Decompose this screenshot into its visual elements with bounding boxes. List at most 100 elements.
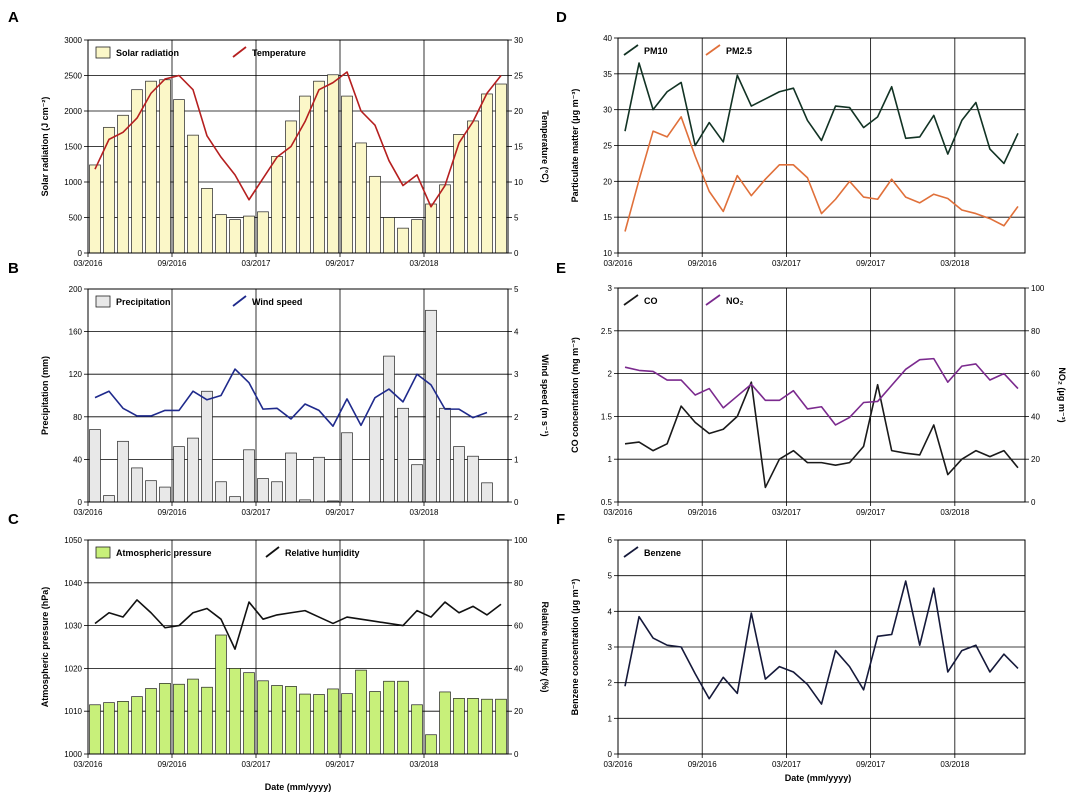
bar — [425, 309, 437, 503]
y-tick-label-right: 100 — [514, 536, 528, 545]
y-tick-label-right: 40 — [514, 664, 523, 673]
bar — [439, 691, 451, 755]
bar — [103, 702, 115, 755]
series-line-co — [624, 381, 1019, 489]
y-tick-label-left: 40 — [603, 34, 612, 43]
y-axis-label-left: CO concentration (mg m⁻³) — [570, 337, 580, 453]
bar — [397, 227, 409, 254]
y-tick-label-left: 1010 — [64, 707, 82, 716]
y-tick-label-left: 1030 — [64, 622, 82, 631]
y-tick-label-left: 80 — [73, 413, 82, 422]
bar — [467, 698, 479, 755]
bar — [243, 449, 255, 503]
legend-swatch-bar — [95, 295, 111, 308]
bar — [383, 355, 395, 503]
y-tick-label-right: 0 — [514, 498, 519, 507]
series-line-benzene — [624, 580, 1019, 705]
bar — [467, 120, 479, 254]
y-tick-label-right: 60 — [1031, 370, 1040, 379]
plot-frame — [617, 287, 1026, 503]
bar — [313, 694, 325, 755]
x-tick-label: 03/2018 — [940, 259, 969, 268]
bar — [257, 211, 269, 254]
bar — [257, 680, 269, 755]
y-axis-label-right: Wind speed (m s⁻¹) — [540, 354, 550, 436]
bar — [341, 95, 353, 254]
y-axis-label-left: Benzene concentration (μg m⁻³) — [570, 579, 580, 716]
y-tick-label-left: 2000 — [64, 107, 82, 116]
y-tick-label-left: 3 — [608, 284, 613, 293]
legend-swatch-bar — [95, 546, 111, 559]
bar — [271, 685, 283, 755]
x-tick-label: 09/2017 — [326, 259, 355, 268]
x-tick-label: 03/2018 — [940, 508, 969, 517]
plot-frame — [617, 37, 1026, 254]
bar — [89, 704, 101, 755]
panel-B-precipitation-wind: B 0 40 80 120 160 200 0 1 2 3 4 5 03/2016 09/2016 03/20… — [8, 260, 550, 517]
y-tick-label-left: 2.5 — [601, 327, 613, 336]
bar — [271, 481, 283, 503]
bar — [453, 698, 465, 755]
bar — [397, 680, 409, 755]
y-tick-label-right: 0 — [1031, 498, 1036, 507]
y-tick-label-left: 1.5 — [601, 412, 613, 421]
y-tick-label-left: 1000 — [64, 178, 82, 187]
y-tick-label-left: 1500 — [64, 143, 82, 152]
plot-frame — [87, 39, 509, 254]
legend-label-line: Temperature — [252, 48, 306, 58]
series-line-temperature — [94, 71, 502, 208]
bar — [495, 83, 507, 254]
bar — [131, 89, 143, 254]
legend-swatch-line — [623, 546, 639, 558]
y-tick-label-right: 60 — [514, 622, 523, 631]
bar — [159, 683, 171, 755]
bar — [201, 188, 213, 254]
y-tick-label-left: 0 — [608, 750, 613, 759]
bar — [411, 464, 423, 503]
series-line-wind-speed — [94, 368, 488, 427]
bar — [411, 704, 423, 755]
panel-letter-B: B — [8, 260, 19, 277]
legend-swatch-bar — [95, 46, 111, 59]
x-tick-label: 03/2018 — [940, 760, 969, 769]
bar — [369, 691, 381, 755]
x-tick-label: 09/2016 — [688, 259, 717, 268]
bar — [173, 99, 185, 254]
y-tick-label-left: 2 — [608, 679, 613, 688]
x-axis-label-left: Date (mm/yyyy) — [265, 782, 332, 792]
bar — [355, 669, 367, 755]
y-tick-label-right: 3 — [514, 370, 519, 379]
y-tick-label-left: 20 — [603, 177, 612, 186]
series-line-no- — [624, 357, 1019, 426]
y-tick-label-left: 0 — [78, 498, 83, 507]
bar — [145, 80, 157, 254]
panel-C-pressure-humidity: C 1000 1010 1020 1030 1040 1050 0 20 40 60 80 100 03/… — [8, 511, 550, 769]
y-axis-label-right: Temperature (°C) — [540, 110, 550, 182]
x-tick-label: 03/2017 — [242, 760, 271, 769]
y-tick-label-right: 100 — [1031, 284, 1045, 293]
bar — [425, 734, 437, 755]
x-tick-label: 09/2016 — [688, 760, 717, 769]
bar — [495, 698, 507, 755]
bar — [467, 455, 479, 503]
x-tick-label: 03/2018 — [410, 508, 439, 517]
bar — [439, 184, 451, 254]
x-tick-label: 03/2016 — [604, 508, 633, 517]
y-tick-label-right: 80 — [514, 579, 523, 588]
y-axis-label-left: Atmospheric pressure (hPa) — [40, 587, 50, 708]
y-tick-label-left: 160 — [69, 328, 83, 337]
x-tick-label: 09/2017 — [856, 760, 885, 769]
y-tick-label-right: 80 — [1031, 327, 1040, 336]
bar — [187, 134, 199, 254]
x-tick-label: 03/2018 — [410, 760, 439, 769]
legend-swatch-line — [623, 44, 639, 56]
bar — [383, 680, 395, 755]
bar — [453, 446, 465, 503]
bar — [131, 467, 143, 503]
bar — [229, 219, 241, 254]
y-tick-label-left: 2500 — [64, 72, 82, 81]
x-tick-label: 09/2016 — [158, 259, 187, 268]
x-tick-label: 03/2016 — [74, 259, 103, 268]
y-tick-label-right: 25 — [514, 72, 523, 81]
y-tick-label-left: 3 — [608, 643, 613, 652]
